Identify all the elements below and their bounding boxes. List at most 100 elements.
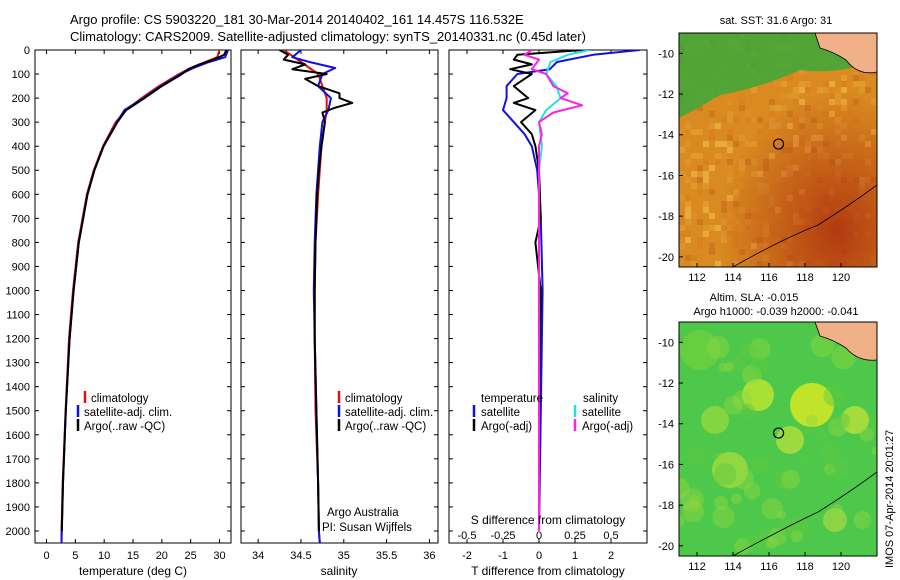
legend-label: climatology (345, 393, 403, 405)
title-line-2: Climatology: CARS2009. Satellite-adjuste… (70, 29, 586, 44)
sst-map-ticks: 112 114 116 118 120 -10 -12 -14 -16 -18 -20 (658, 48, 850, 284)
map-x-tick-label: 114 (724, 561, 742, 573)
sla-cell (750, 356, 770, 375)
map-y-tick-label: -18 (658, 211, 674, 223)
legend-title-salinity: salinity (583, 393, 618, 405)
legend-label: satellite-adj. clim. (345, 407, 433, 419)
sla-cell (802, 426, 812, 436)
x-tick-label: 34.5 (290, 550, 311, 562)
sla-cell (682, 500, 704, 523)
legend-label: Argo(..raw -QC) (84, 421, 165, 433)
y-tick-label: 0 (24, 45, 30, 57)
x-tick-label: 35 (338, 550, 350, 562)
title-line-1: Argo profile: CS 5903220_181 30-Mar-2014… (70, 12, 524, 27)
salinity-axis-ticks: 34 34.5 35 35.5 36 (241, 49, 438, 562)
x-tick-label: 36 (423, 550, 435, 562)
temperature-xlabel: temperature (deg C) (79, 564, 187, 578)
map-y-tick-label: -20 (658, 541, 674, 553)
map-y-tick-label: -14 (658, 419, 674, 431)
sla-anomaly (680, 330, 720, 370)
x-tick-label: 0 (536, 550, 542, 562)
sla-cell (679, 515, 685, 527)
map-x-tick-label: 114 (724, 272, 742, 284)
map-x-tick-label: 118 (796, 272, 814, 284)
legend-label: Argo(-adj) (582, 421, 633, 433)
sla-cell (768, 527, 787, 546)
sla-cell (706, 336, 730, 359)
argo-position-marker (772, 427, 785, 439)
sla-cell (853, 511, 872, 529)
top-tick-label: 0.25 (564, 530, 585, 542)
x-tick-label: 25 (185, 550, 197, 562)
y-tick-label: 900 (12, 261, 30, 273)
y-tick-label: 1500 (6, 406, 30, 418)
top-tick-label: 0.5 (603, 530, 618, 542)
credit-line-1: Argo Australia (327, 507, 399, 519)
difference-axis-ticks: -2 -1 0 1 2 -0.5 -0.25 0 0.25 0.5 (449, 49, 647, 562)
temperature-series (60, 50, 230, 543)
map-y-tick-label: -14 (658, 130, 674, 142)
x-tick-label: -1 (498, 550, 508, 562)
sla-cells (679, 330, 877, 555)
sla-anomaly (790, 383, 834, 427)
y-tick-label: 100 (12, 69, 30, 81)
sst-warm-region (679, 33, 877, 267)
sla-map-title: Altim. SLA: -0.015 (710, 292, 799, 304)
y-tick-label: 1200 (6, 334, 30, 346)
sla-cell (859, 427, 875, 442)
map-x-tick-label: 120 (832, 272, 850, 284)
sla-cell (832, 503, 843, 514)
x-tick-label: 15 (127, 550, 139, 562)
sla-cell (761, 498, 784, 520)
sla-cell (742, 365, 762, 385)
map-x-tick-label: 112 (688, 561, 706, 573)
map-y-tick-label: -10 (658, 337, 674, 349)
y-tick-label: 600 (12, 189, 30, 201)
sla-cell (734, 538, 751, 555)
sla-cell (828, 417, 848, 437)
x-tick-label: 2 (608, 550, 614, 562)
series-line-satellite (60, 50, 230, 543)
x-tick-label: 34 (252, 550, 264, 562)
y-tick-label: 700 (12, 213, 30, 225)
y-tick-label: 1400 (6, 382, 30, 394)
sla-cell (871, 446, 877, 456)
difference-series (502, 50, 640, 532)
difference-top-xlabel: S difference from climatology (471, 513, 626, 527)
temperature-legend: climatology satellite-adj. clim. Argo(..… (76, 391, 172, 433)
y-tick-label: 1700 (6, 454, 30, 466)
difference-legend: temperature salinity satellite Argo(-adj… (472, 393, 633, 433)
x-tick-label: 1 (572, 550, 578, 562)
sla-map-ticks: 112 114 116 118 120 -10 -12 -14 -16 -18 -20 (658, 337, 850, 573)
argo-position-marker (772, 138, 785, 150)
salinity-legend: climatology satellite-adj. clim. Argo(..… (337, 391, 433, 433)
y-tick-label: 300 (12, 117, 30, 129)
series-line-t-satellite (502, 50, 640, 532)
sla-cell (680, 488, 705, 512)
legend-label: Argo(..raw -QC) (345, 421, 426, 433)
sla-cell (687, 446, 707, 466)
sla-cell (810, 333, 835, 358)
map-x-tick-label: 116 (760, 272, 778, 284)
sst-map-title: sat. SST: 31.6 Argo: 31 (720, 15, 833, 27)
map-y-tick-label: -12 (658, 378, 674, 390)
sla-cell (823, 384, 845, 407)
y-tick-label: 1800 (6, 478, 30, 490)
sla-cell (723, 395, 743, 415)
sla-cell (715, 452, 726, 463)
legend-label: satellite-adj. clim. (84, 407, 172, 419)
legend-label: Argo(-adj) (481, 421, 532, 433)
x-tick-label: 20 (156, 550, 168, 562)
sla-cell (863, 518, 873, 527)
sla-cell (712, 505, 735, 529)
sla-cell (742, 369, 754, 381)
sla-anomaly (841, 406, 869, 434)
y-tick-label: 800 (12, 237, 30, 249)
sla-cell (827, 458, 850, 480)
sla-cell (743, 482, 761, 500)
sla-map-frame (678, 321, 878, 557)
map-y-tick-label: -20 (658, 252, 674, 264)
sla-cell (787, 516, 810, 539)
sla-cell (687, 494, 701, 508)
